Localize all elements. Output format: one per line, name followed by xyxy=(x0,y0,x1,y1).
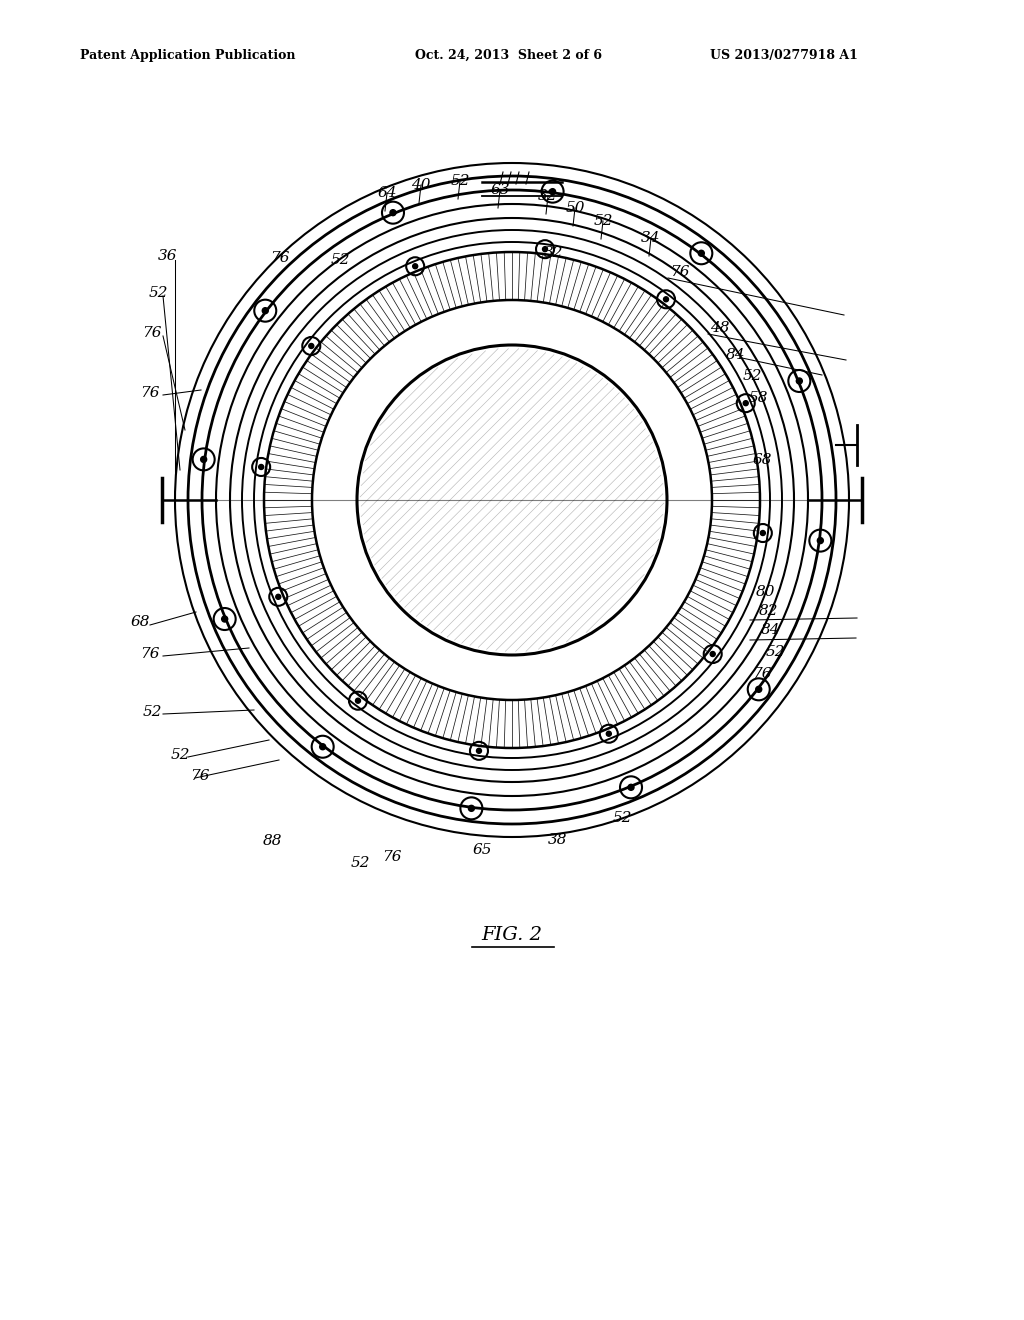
Circle shape xyxy=(259,465,263,470)
Circle shape xyxy=(711,652,715,656)
Text: 76: 76 xyxy=(753,667,772,681)
Text: US 2013/0277918 A1: US 2013/0277918 A1 xyxy=(710,49,858,62)
Text: 52: 52 xyxy=(350,855,370,870)
Text: 84: 84 xyxy=(726,348,745,362)
Text: 76: 76 xyxy=(382,850,401,865)
Text: 76: 76 xyxy=(142,326,162,341)
Text: 32: 32 xyxy=(539,189,558,203)
Text: 36: 36 xyxy=(159,249,178,263)
Circle shape xyxy=(817,537,823,544)
Text: 32: 32 xyxy=(544,246,564,260)
Text: 34: 34 xyxy=(641,231,660,246)
Text: 80: 80 xyxy=(757,585,776,599)
Text: 65: 65 xyxy=(472,843,492,857)
Text: 58: 58 xyxy=(749,391,768,405)
Circle shape xyxy=(550,189,556,194)
Circle shape xyxy=(476,748,481,754)
Text: 52: 52 xyxy=(451,174,470,187)
Text: 88: 88 xyxy=(263,834,283,847)
Circle shape xyxy=(275,594,281,599)
Text: 68: 68 xyxy=(130,615,150,630)
Circle shape xyxy=(543,247,548,252)
Text: 52: 52 xyxy=(612,810,632,825)
Text: 76: 76 xyxy=(270,251,290,265)
Text: 76: 76 xyxy=(190,770,210,783)
Circle shape xyxy=(664,297,669,302)
Text: 52: 52 xyxy=(593,214,612,228)
Text: 38: 38 xyxy=(548,833,567,847)
Text: 64: 64 xyxy=(377,186,396,201)
Circle shape xyxy=(698,251,705,256)
Circle shape xyxy=(355,698,360,704)
Text: 63: 63 xyxy=(490,183,510,197)
Text: 40: 40 xyxy=(412,178,431,191)
Circle shape xyxy=(797,378,803,384)
Text: 76: 76 xyxy=(671,265,690,279)
Circle shape xyxy=(743,401,749,405)
Text: 68: 68 xyxy=(753,453,772,467)
Text: 52: 52 xyxy=(148,286,168,300)
Circle shape xyxy=(319,743,326,750)
Circle shape xyxy=(761,531,765,536)
Text: 82: 82 xyxy=(759,605,778,618)
Circle shape xyxy=(221,616,227,622)
Text: 48: 48 xyxy=(711,321,730,335)
Text: 52: 52 xyxy=(142,705,162,719)
Circle shape xyxy=(262,308,268,314)
Text: 76: 76 xyxy=(140,647,160,661)
Text: FIG. 2: FIG. 2 xyxy=(481,927,543,944)
Text: 52: 52 xyxy=(170,748,189,762)
Circle shape xyxy=(468,805,474,812)
Text: 50: 50 xyxy=(565,201,585,215)
Text: 52: 52 xyxy=(331,253,350,267)
Text: 84: 84 xyxy=(761,623,780,638)
Text: 52: 52 xyxy=(742,370,762,383)
Circle shape xyxy=(201,457,207,462)
Text: Oct. 24, 2013  Sheet 2 of 6: Oct. 24, 2013 Sheet 2 of 6 xyxy=(415,49,602,62)
Text: 52: 52 xyxy=(765,645,784,659)
Circle shape xyxy=(628,784,634,791)
Circle shape xyxy=(309,343,313,348)
Circle shape xyxy=(413,264,418,269)
Text: Patent Application Publication: Patent Application Publication xyxy=(80,49,296,62)
Circle shape xyxy=(390,210,396,215)
Circle shape xyxy=(756,686,762,692)
Circle shape xyxy=(606,731,611,737)
Text: 76: 76 xyxy=(140,385,160,400)
